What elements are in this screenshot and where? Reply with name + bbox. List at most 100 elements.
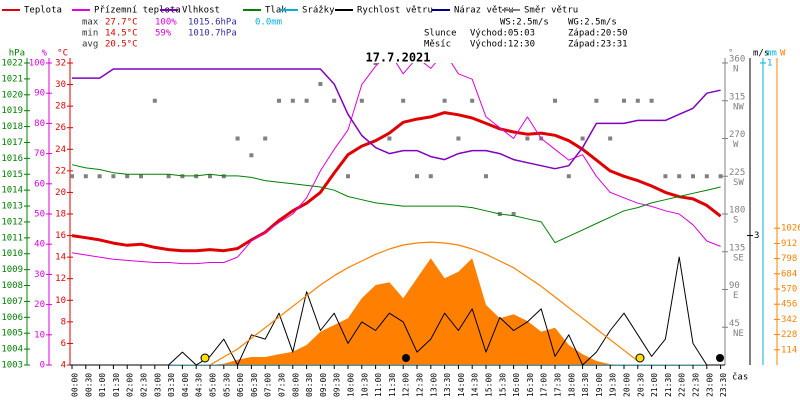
info-text: WG:2.5m/s — [568, 18, 617, 28]
tick-label: 30 — [34, 270, 45, 280]
tick-label: 570 — [781, 285, 797, 295]
direction-point — [649, 98, 654, 103]
stat-text: 20.5°C — [105, 40, 138, 50]
tick-label: 342 — [781, 315, 797, 325]
direction-point — [125, 174, 130, 179]
moonset-icon — [716, 354, 724, 362]
tick-label: 360 — [729, 55, 745, 65]
tick-label: 0 — [40, 361, 45, 371]
stat-text: max — [82, 18, 99, 28]
x-tick-label: 07:30 — [278, 373, 287, 397]
direction-point — [718, 174, 723, 179]
x-tick-label: 18:30 — [581, 373, 590, 397]
direction-point — [663, 174, 668, 179]
direction-point — [290, 98, 295, 103]
x-tick-label: 22:00 — [678, 373, 687, 397]
sunset-icon — [635, 353, 645, 363]
tick-label: 6 — [61, 339, 66, 349]
x-tick-label: 02:00 — [126, 373, 135, 397]
info-text: WS:2.5m/s — [500, 18, 549, 28]
tick-label: 90 — [34, 89, 45, 99]
series-line — [71, 111, 722, 253]
legend-label: Náraz větru — [454, 6, 514, 16]
direction-point — [373, 63, 378, 65]
tick-compass: NW — [733, 102, 744, 112]
x-tick-label: 20:00 — [623, 373, 632, 397]
x-tick-label: 09:00 — [319, 373, 328, 397]
tick-label: 1020 — [1, 90, 23, 100]
direction-point — [359, 98, 364, 103]
stat-text: 27.7°C — [105, 18, 138, 28]
tick-label: 1018 — [1, 122, 23, 132]
axis-unit: ° — [728, 49, 733, 59]
tick-label: 10 — [55, 296, 66, 306]
x-tick-label: 23:30 — [719, 373, 728, 397]
plot-area — [70, 63, 723, 365]
x-tick-label: 05:30 — [222, 373, 231, 397]
tick-compass: S — [733, 216, 738, 226]
x-tick-label: 00:30 — [84, 373, 93, 397]
tick-label: 315 — [729, 92, 745, 102]
direction-point — [428, 174, 433, 179]
legend-label: Srážky — [302, 6, 335, 16]
tick-label: 135 — [729, 243, 745, 253]
direction-point — [70, 174, 74, 179]
legend-label: Rychlost větru — [357, 6, 433, 16]
x-tick-label: 13:00 — [429, 373, 438, 397]
tick-label: 1017 — [1, 138, 23, 148]
tick-label: 24 — [55, 145, 66, 155]
tick-compass: N — [733, 65, 738, 75]
x-tick-label: 17:00 — [540, 373, 549, 397]
direction-point — [456, 136, 461, 141]
x-tick-label: 18:00 — [567, 373, 576, 397]
tick-label: 12 — [55, 274, 66, 284]
direction-point — [401, 98, 406, 103]
tick-label: 45 — [729, 319, 740, 329]
x-tick-label: 06:30 — [250, 373, 259, 397]
tick-compass: NE — [733, 329, 744, 339]
direction-point — [442, 98, 447, 103]
x-tick-label: 13:30 — [443, 373, 452, 397]
tick-label: 228 — [781, 330, 797, 340]
series-line — [72, 256, 721, 365]
info-text: Měsíc — [424, 40, 451, 50]
x-tick-label: 09:30 — [333, 373, 342, 397]
info-text: Slunce — [424, 29, 457, 39]
radiation-area — [72, 258, 721, 365]
x-tick-label: 10:00 — [347, 373, 356, 397]
direction-point — [139, 174, 143, 179]
tick-label: 4 — [61, 361, 66, 371]
x-tick-label: 15:00 — [485, 373, 494, 397]
direction-point — [470, 98, 475, 103]
tick-compass: E — [733, 291, 738, 301]
legend-label: Vlhkost — [182, 6, 220, 16]
direction-point — [332, 98, 337, 103]
stat-text: 1015.6hPa — [188, 18, 237, 28]
tick-compass: SW — [733, 178, 744, 188]
tick-label: 20 — [34, 300, 45, 310]
x-tick-label: 12:00 — [402, 373, 411, 397]
direction-point — [346, 174, 350, 179]
direction-point — [208, 174, 212, 179]
info-text: Východ:05:03 — [470, 29, 535, 39]
x-tick-label: 08:30 — [305, 373, 314, 397]
direction-point — [525, 136, 530, 141]
tick-label: 10 — [34, 330, 45, 340]
tick-label: 1026 — [781, 224, 800, 234]
direction-point — [166, 174, 171, 179]
axis-unit: °C — [57, 49, 68, 59]
axis-unit: % — [42, 49, 48, 59]
x-tick-label: 17:30 — [554, 373, 563, 397]
info-text: Východ:12:30 — [470, 40, 535, 50]
tick-label: 32 — [55, 59, 66, 69]
stat-text: min — [82, 29, 98, 39]
tick-compass: SE — [733, 253, 744, 263]
stat-text: 1010.7hPa — [188, 29, 237, 39]
direction-point — [111, 174, 116, 179]
x-tick-label: 00:00 — [71, 373, 80, 397]
direction-point — [304, 98, 309, 103]
chart-title: 17.7.2021 — [365, 51, 430, 65]
tick-label: 70 — [34, 149, 45, 159]
tick-label: 114 — [781, 345, 797, 355]
